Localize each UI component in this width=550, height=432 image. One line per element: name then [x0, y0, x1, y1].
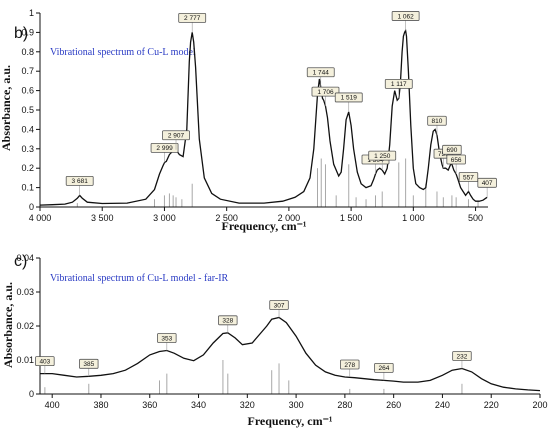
peak-label-box — [334, 92, 363, 103]
peak-label: 3 681 — [72, 178, 89, 185]
peak-label: 1 117 — [391, 81, 407, 88]
peak-label: 232 — [457, 353, 468, 360]
peak-label-box — [340, 359, 360, 370]
peak-label-box — [368, 150, 397, 161]
y-tick-label: 0.6 — [21, 86, 34, 96]
y-tick-label: 0.9 — [21, 27, 34, 37]
peak-label: 278 — [344, 362, 355, 369]
x-tick-label: 400 — [45, 400, 60, 410]
peak-label: 2 777 — [184, 15, 201, 22]
peak-label-box — [269, 300, 289, 310]
panel-b: b) Vibrational spectrum of Cu-L model Ab… — [0, 8, 497, 233]
peak-label-box — [157, 333, 177, 343]
peak-label: 656 — [451, 157, 462, 164]
peak-label: 328 — [222, 318, 233, 325]
panel-c: c) Vibrational spectrum of Cu-L model - … — [1, 253, 548, 428]
peak-label-box — [178, 12, 207, 23]
stick-spectrum — [44, 360, 463, 394]
y-tick-label: 1 — [29, 8, 34, 18]
x-tick-label: 200 — [532, 400, 547, 410]
peak-label-box — [446, 154, 466, 165]
y-tick-label: 0.4 — [21, 124, 34, 134]
peak-label-box — [162, 130, 190, 141]
peak-label: 1 519 — [341, 95, 358, 102]
peak-label: 2 907 — [168, 133, 185, 140]
stick-spectrum — [76, 158, 479, 207]
peak-label-box — [150, 142, 179, 153]
peak-label-box — [391, 11, 420, 21]
peak-label: 407 — [482, 180, 493, 187]
peak-label-box — [452, 351, 472, 361]
peak-label-box — [35, 356, 55, 367]
peak-label-box — [306, 67, 335, 78]
chart-title: Vibrational spectrum of Cu-L model - far… — [50, 273, 229, 284]
y-tick-label: 0.3 — [21, 144, 34, 154]
x-tick-label: 500 — [468, 213, 483, 223]
peak-label: 2 999 — [156, 145, 173, 152]
x-tick-label: 220 — [484, 400, 499, 410]
peak-label: 1 062 — [397, 13, 414, 20]
y-axis-label: Absorbance, a.u. — [1, 282, 15, 368]
x-tick-label: 380 — [93, 400, 108, 410]
x-tick-label: 260 — [386, 400, 401, 410]
peak-label-box — [427, 115, 447, 126]
axes: 400 380 360 340 320 300 280 260 240 220 200 0 0.01 0.… — [16, 253, 547, 410]
x-tick-label: 2 000 — [278, 213, 301, 223]
y-tick-label: 0.01 — [16, 355, 34, 365]
peak-label-box — [384, 78, 413, 89]
peak-label: 264 — [378, 365, 389, 372]
y-tick-label: 0.02 — [16, 321, 34, 331]
peak-label-box — [374, 362, 394, 373]
x-tick-label: 3 000 — [153, 213, 176, 223]
y-axis-label: Absorbance, a.u. — [0, 65, 13, 151]
peak-label: 353 — [161, 335, 172, 342]
x-tick-label: 2 500 — [215, 213, 238, 223]
y-tick-label: 0.03 — [16, 287, 34, 297]
y-tick-label: 0 — [29, 202, 34, 212]
panel-letter: b) — [14, 25, 28, 42]
y-tick-label: 0.8 — [21, 47, 34, 57]
peak-label-box — [311, 86, 340, 97]
y-tick-label: 0.2 — [21, 163, 34, 173]
x-tick-label: 320 — [240, 400, 255, 410]
peak-label: 1 250 — [374, 153, 391, 160]
x-tick-label: 1 500 — [340, 213, 363, 223]
x-tick-label: 300 — [289, 400, 304, 410]
x-tick-label: 360 — [142, 400, 157, 410]
y-tick-label: 0.5 — [21, 105, 34, 115]
y-tick-label: 0 — [29, 389, 34, 399]
axes: 4 000 3 500 3 000 2 500 2 000 1 500 1 000 500 0 0… — [21, 8, 488, 223]
y-tick-label: 0.7 — [21, 66, 34, 76]
peak-label: 557 — [463, 174, 474, 181]
x-tick-label: 4 000 — [29, 213, 52, 223]
x-tick-label: 340 — [191, 400, 206, 410]
peak-annotations: 403 385 353 328 307 278 264 232 — [35, 300, 472, 381]
peak-label-box — [477, 177, 497, 188]
panel-letter: c) — [14, 253, 27, 270]
x-axis-label: Frequency, cm⁻¹ — [221, 219, 306, 233]
peak-label: 385 — [83, 361, 94, 368]
peak-label-box — [218, 315, 238, 326]
peak-label-box — [458, 172, 479, 182]
y-tick-label: 0.04 — [16, 253, 34, 263]
peak-label-box — [65, 175, 94, 186]
peak-label: 1 744 — [313, 70, 330, 77]
x-tick-label: 280 — [337, 400, 352, 410]
x-tick-label: 1 000 — [402, 213, 425, 223]
peak-label: 1 706 — [317, 89, 334, 96]
chart-title: Vibrational spectrum of Cu-L model — [50, 47, 196, 58]
peak-label: 690 — [446, 147, 457, 154]
x-axis-label: Frequency, cm⁻¹ — [247, 414, 332, 428]
peak-label: 307 — [274, 302, 285, 309]
x-tick-label: 3 500 — [91, 213, 114, 223]
y-tick-label: 0.1 — [21, 183, 34, 193]
peak-label: 403 — [39, 358, 50, 365]
x-tick-label: 240 — [435, 400, 450, 410]
peak-label-box — [442, 144, 462, 155]
peak-label: 810 — [432, 118, 443, 125]
peak-label-box — [79, 358, 99, 369]
